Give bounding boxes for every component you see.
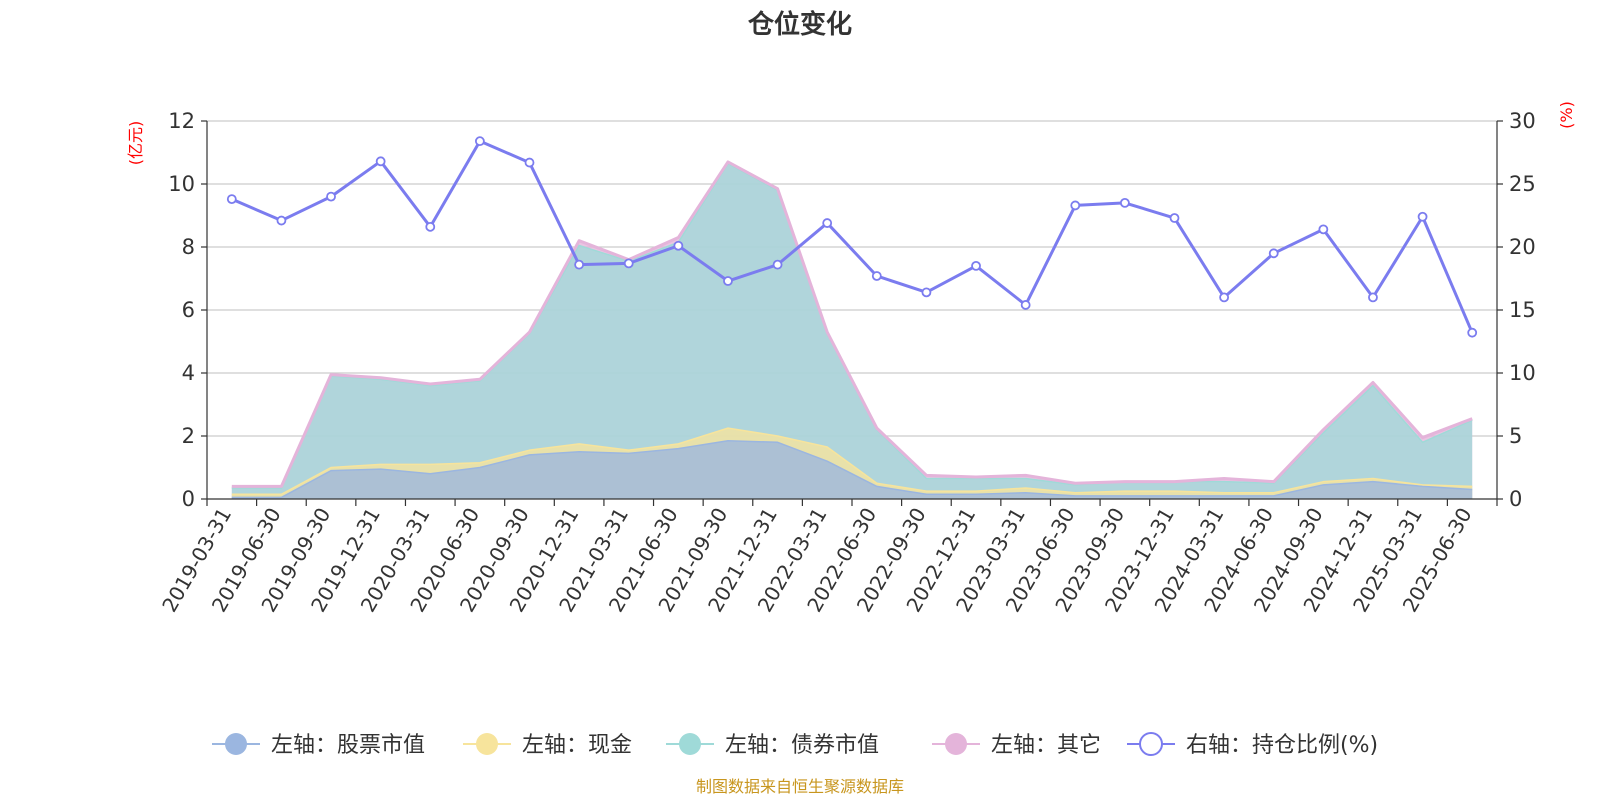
ratio-point[interactable] <box>623 258 634 269</box>
right-axis-tick-label: 25 <box>1509 172 1536 196</box>
legend-label: 右轴：持仓比例(%) <box>1186 733 1378 758</box>
area-edge-0 <box>231 439 1473 499</box>
right-axis-tick-label: 30 <box>1509 109 1536 133</box>
ratio-point[interactable] <box>474 136 485 147</box>
legend-label: 左轴：现金 <box>522 733 632 758</box>
area-edge-1 <box>231 427 1473 496</box>
legend-item-3[interactable]: 左轴：其它 <box>932 733 1101 758</box>
ratio-point[interactable] <box>1070 200 1081 211</box>
stacked-areas <box>231 160 1473 499</box>
legend-marker <box>945 733 967 755</box>
right-axis-tick-label: 20 <box>1509 235 1536 259</box>
left-axis-tick-label: 2 <box>182 424 195 448</box>
right-axis-tick-label: 10 <box>1509 361 1536 385</box>
legend-marker <box>679 733 701 755</box>
ratio-point[interactable] <box>1219 292 1230 303</box>
ratio-point[interactable] <box>326 191 336 202</box>
data-source-note: 制图数据来自恒生聚源数据库 <box>696 777 904 796</box>
legend-marker <box>1139 732 1163 756</box>
legend-item-4[interactable]: 右轴：持仓比例(%) <box>1127 732 1378 758</box>
chart-title: 仓位变化 <box>747 9 852 40</box>
right-axis-tick-label: 15 <box>1509 298 1536 322</box>
ratio-point[interactable] <box>822 218 833 228</box>
right-axis-tick-label: 5 <box>1509 424 1522 448</box>
left-axis-tick-label: 0 <box>182 487 195 511</box>
ratio-point[interactable] <box>723 276 733 286</box>
ratio-point[interactable] <box>375 156 386 167</box>
ratio-point[interactable] <box>1318 224 1329 235</box>
legend-label: 左轴：债券市值 <box>725 733 879 758</box>
left-axis-unit: (亿元) <box>126 121 145 166</box>
legend-label: 左轴：其它 <box>991 733 1101 758</box>
left-axis-tick-label: 8 <box>182 235 195 259</box>
ratio-point[interactable] <box>524 157 535 168</box>
legend-label: 左轴：股票市值 <box>271 733 425 758</box>
ratio-point[interactable] <box>1119 197 1130 208</box>
legend-marker <box>476 733 498 755</box>
ratio-point[interactable] <box>425 221 436 232</box>
legend[interactable]: 左轴：股票市值 左轴：现金 左轴：债券市值 左轴：其它 右轴：持仓比例(%) <box>212 732 1378 758</box>
area-edge-3 <box>231 160 1473 488</box>
left-axis-tick-label: 12 <box>168 109 195 133</box>
area-0 <box>231 440 1473 499</box>
left-axis-tick-label: 4 <box>182 361 195 385</box>
legend-marker <box>225 733 247 755</box>
left-axis-tick-label: 6 <box>182 298 195 322</box>
ratio-series-line <box>231 139 1474 334</box>
legend-item-1[interactable]: 左轴：现金 <box>463 733 632 758</box>
ratio-point[interactable] <box>1020 300 1031 310</box>
ratio-point[interactable] <box>1368 292 1378 303</box>
ratio-point[interactable] <box>1169 213 1180 223</box>
ratio-point[interactable] <box>921 287 932 298</box>
ratio-point[interactable] <box>1417 211 1428 222</box>
ratio-line <box>226 136 1478 338</box>
ratio-point[interactable] <box>1268 248 1279 259</box>
ratio-point[interactable] <box>673 240 684 251</box>
legend-item-2[interactable]: 左轴：债券市值 <box>666 733 879 758</box>
ratio-point[interactable] <box>971 260 981 271</box>
ratio-point[interactable] <box>226 194 237 205</box>
axes: 0246810120510152025302019-03-312019-06-3… <box>157 109 1535 616</box>
left-axis-tick-label: 10 <box>168 172 195 196</box>
ratio-point[interactable] <box>276 215 287 226</box>
grid-lines <box>207 120 1497 437</box>
right-axis-tick-label: 0 <box>1509 487 1522 511</box>
legend-item-0[interactable]: 左轴：股票市值 <box>212 733 425 758</box>
ratio-point[interactable] <box>772 259 783 270</box>
area-2 <box>231 163 1473 499</box>
ratio-point[interactable] <box>574 259 585 270</box>
ratio-point[interactable] <box>871 271 882 281</box>
ratio-point[interactable] <box>1467 327 1478 338</box>
right-axis-unit: (%) <box>1557 101 1576 129</box>
